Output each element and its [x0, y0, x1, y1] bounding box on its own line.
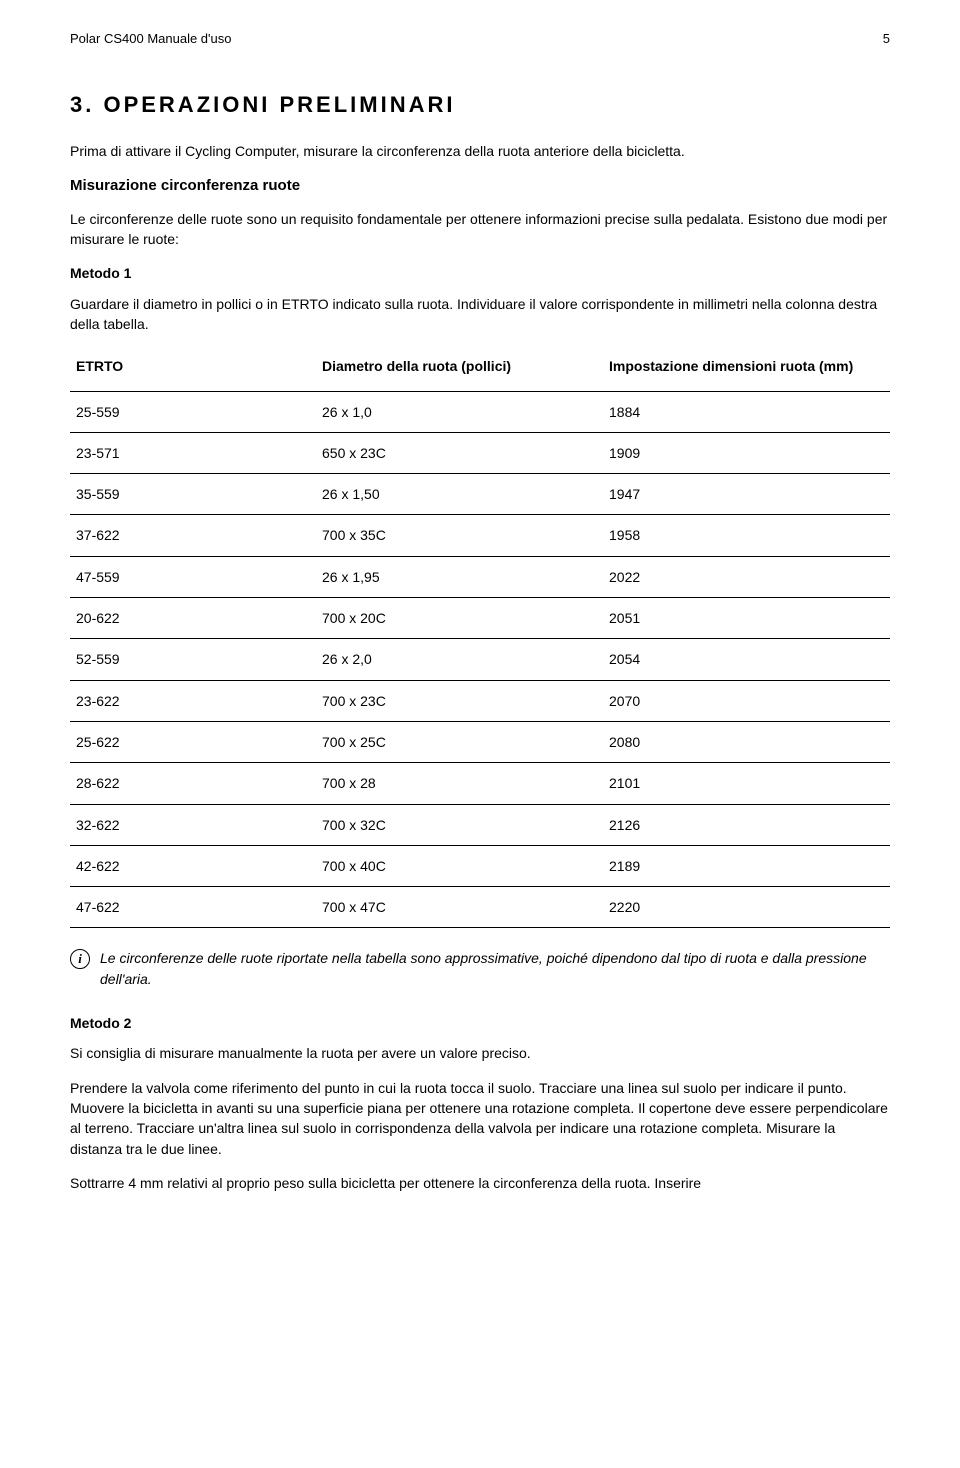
table-header-row: ETRTO Diametro della ruota (pollici) Imp… [70, 348, 890, 391]
table-row: 25-55926 x 1,01884 [70, 391, 890, 432]
doc-title: Polar CS400 Manuale d'uso [70, 30, 231, 49]
table-cell: 35-559 [70, 474, 316, 515]
table-cell: 23-571 [70, 432, 316, 473]
table-cell: 700 x 20C [316, 598, 603, 639]
table-row: 25-622700 x 25C2080 [70, 721, 890, 762]
info-note: i Le circonferenze delle ruote riportate… [70, 948, 890, 989]
table-cell: 47-559 [70, 556, 316, 597]
col-diameter: Diametro della ruota (pollici) [316, 348, 603, 391]
table-row: 47-55926 x 1,952022 [70, 556, 890, 597]
table-cell: 700 x 40C [316, 845, 603, 886]
table-cell: 700 x 28 [316, 763, 603, 804]
table-cell: 52-559 [70, 639, 316, 680]
table-cell: 26 x 1,50 [316, 474, 603, 515]
table-cell: 2101 [603, 763, 890, 804]
table-cell: 2080 [603, 721, 890, 762]
chapter-intro: Prima di attivare il Cycling Computer, m… [70, 141, 890, 161]
table-cell: 26 x 1,0 [316, 391, 603, 432]
table-cell: 26 x 2,0 [316, 639, 603, 680]
table-cell: 700 x 35C [316, 515, 603, 556]
method2-para1: Si consiglia di misurare manualmente la … [70, 1043, 890, 1063]
table-cell: 2022 [603, 556, 890, 597]
table-cell: 700 x 23C [316, 680, 603, 721]
info-icon: i [70, 949, 90, 969]
note-text: Le circonferenze delle ruote riportate n… [100, 948, 890, 989]
table-row: 20-622700 x 20C2051 [70, 598, 890, 639]
method2-para3: Sottrarre 4 mm relativi al proprio peso … [70, 1173, 890, 1193]
table-cell: 23-622 [70, 680, 316, 721]
table-cell: 25-559 [70, 391, 316, 432]
table-cell: 2070 [603, 680, 890, 721]
col-circumference: Impostazione dimensioni ruota (mm) [603, 348, 890, 391]
method1-para: Guardare il diametro in pollici o in ETR… [70, 294, 890, 335]
table-row: 37-622700 x 35C1958 [70, 515, 890, 556]
table-cell: 37-622 [70, 515, 316, 556]
page-number: 5 [883, 30, 890, 49]
table-cell: 25-622 [70, 721, 316, 762]
table-cell: 1909 [603, 432, 890, 473]
method1-label: Metodo 1 [70, 263, 890, 283]
table-cell: 650 x 23C [316, 432, 603, 473]
table-row: 47-622700 x 47C2220 [70, 887, 890, 928]
table-cell: 700 x 32C [316, 804, 603, 845]
table-cell: 1947 [603, 474, 890, 515]
table-cell: 20-622 [70, 598, 316, 639]
table-cell: 1958 [603, 515, 890, 556]
table-cell: 47-622 [70, 887, 316, 928]
col-etrto: ETRTO [70, 348, 316, 391]
table-cell: 700 x 25C [316, 721, 603, 762]
table-cell: 26 x 1,95 [316, 556, 603, 597]
table-row: 23-571650 x 23C1909 [70, 432, 890, 473]
wheel-size-table: ETRTO Diametro della ruota (pollici) Imp… [70, 348, 890, 928]
section-title: Misurazione circonferenza ruote [70, 175, 890, 197]
table-cell: 2220 [603, 887, 890, 928]
table-cell: 42-622 [70, 845, 316, 886]
table-row: 23-622700 x 23C2070 [70, 680, 890, 721]
table-cell: 2189 [603, 845, 890, 886]
section-para: Le circonferenze delle ruote sono un req… [70, 209, 890, 250]
table-cell: 2054 [603, 639, 890, 680]
chapter-heading: 3. OPERAZIONI PRELIMINARI [70, 89, 890, 121]
method2-para2: Prendere la valvola come riferimento del… [70, 1078, 890, 1159]
table-row: 32-622700 x 32C2126 [70, 804, 890, 845]
table-cell: 28-622 [70, 763, 316, 804]
table-cell: 2051 [603, 598, 890, 639]
table-cell: 2126 [603, 804, 890, 845]
page-header: Polar CS400 Manuale d'uso 5 [70, 30, 890, 49]
table-cell: 1884 [603, 391, 890, 432]
table-row: 35-55926 x 1,501947 [70, 474, 890, 515]
table-row: 42-622700 x 40C2189 [70, 845, 890, 886]
table-row: 28-622700 x 282101 [70, 763, 890, 804]
table-cell: 32-622 [70, 804, 316, 845]
method2-label: Metodo 2 [70, 1013, 890, 1033]
table-row: 52-55926 x 2,02054 [70, 639, 890, 680]
table-cell: 700 x 47C [316, 887, 603, 928]
